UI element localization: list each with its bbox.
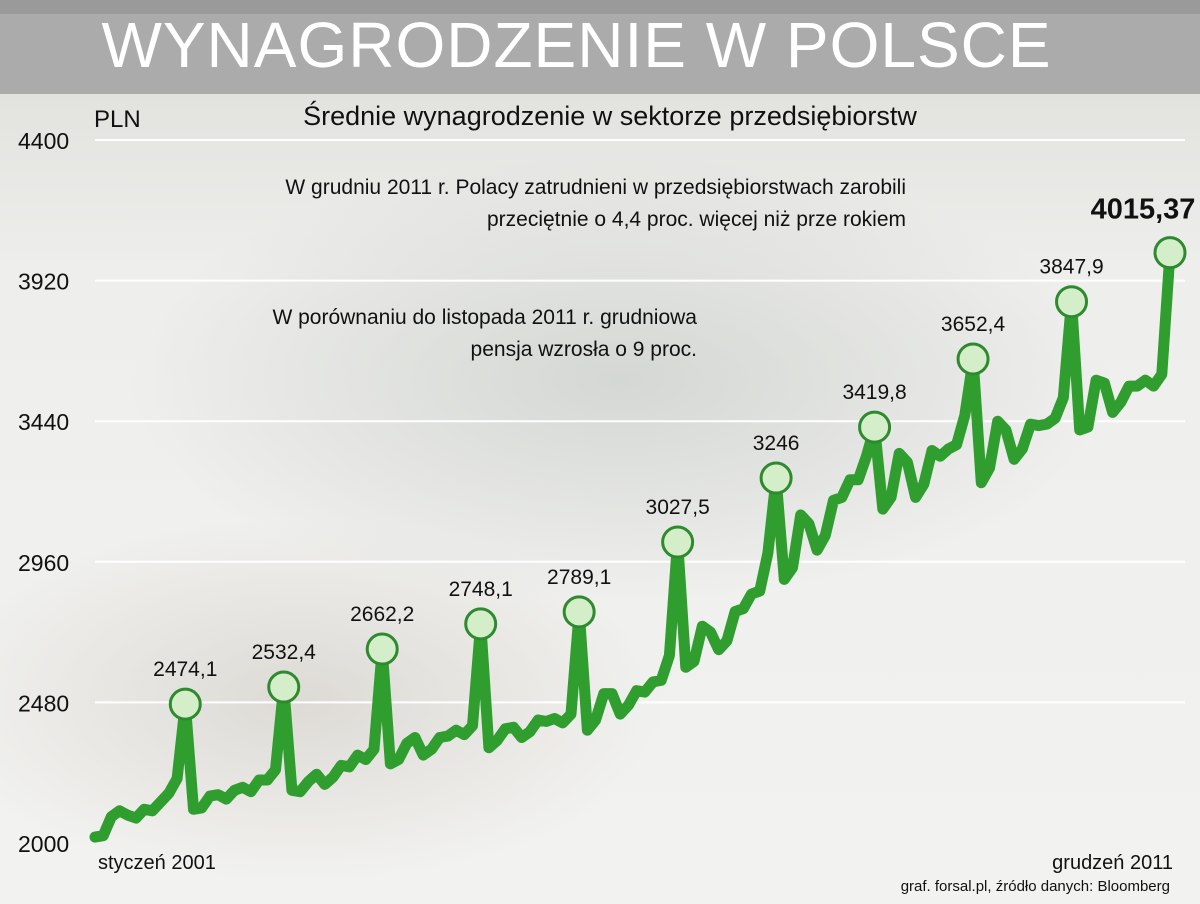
data-point-marker [365,632,399,666]
y-tick-label: 2480 [18,690,69,716]
y-tick-label: 3920 [18,269,69,295]
data-point-marker [956,342,990,376]
data-point-label: 4015,37 [1091,194,1196,226]
annotation-note-1-line-1: W grudniu 2011 r. Polacy zatrudnieni w p… [285,176,906,199]
data-point-label: 3419,8 [842,381,906,404]
data-point-marker [168,687,202,721]
data-point-label: 3652,4 [941,313,1006,336]
title-bar-strip [0,0,1200,14]
salary-series-line [89,247,1176,843]
annotation-note-1: W grudniu 2011 r. Polacy zatrudnieni w p… [285,172,906,236]
data-point-label: 2532,4 [252,641,317,664]
data-point-label: 3847,9 [1039,256,1103,279]
annotated-markers: 2474,1 2532,4 2662,2 2748,1 2789,1 3027,5 3246… [153,194,1196,721]
y-axis-tick-labels: 2000 2480 2960 3440 3920 4400 [18,128,69,857]
data-point-marker [562,595,596,629]
y-tick-label: 2000 [18,831,69,857]
chart-subtitle: Średnie wynagrodzenie w sektorze przedsi… [303,101,917,131]
data-point-label: 3246 [753,432,800,455]
title-bar: WYNAGRODZENIE W POLSCE [0,0,1200,94]
data-point-marker [1153,236,1187,270]
data-point-marker [1055,285,1089,319]
y-tick-label: 4400 [18,128,69,154]
data-point-marker [858,410,892,444]
data-point-marker [661,525,695,559]
series-layer [89,247,1176,843]
annotation-note-2: W porównaniu do listopada 2011 r. grudni… [272,302,697,366]
annotation-note-1-line-2: przeciętnie o 4,4 proc. więcej niż prze … [486,208,906,231]
source-credit: graf. forsal.pl, źródło danych: Bloomber… [900,878,1170,895]
data-point-marker [267,670,301,704]
x-axis-end-label: grudzeń 2011 [1052,852,1173,874]
gridlines [95,139,1185,704]
y-tick-label: 2960 [18,550,69,576]
data-point-label: 2662,2 [350,603,414,626]
data-point-label: 3027,5 [646,496,710,519]
y-tick-label: 3440 [18,409,69,435]
annotation-note-2-line-1: W porównaniu do listopada 2011 r. grudni… [272,306,697,329]
data-point-label: 2748,1 [449,578,513,601]
main-title: WYNAGRODZENIE W POLSCE [101,9,1052,81]
y-axis-unit: PLN [94,106,141,133]
x-axis-start-label: styczeń 2001 [98,852,216,874]
annotation-note-2-line-2: pensja wzrosła o 9 proc. [470,338,697,361]
data-point-label: 2474,1 [153,658,217,681]
data-point-marker [464,607,498,641]
data-point-marker [759,461,793,495]
data-point-label: 2789,1 [547,566,611,589]
